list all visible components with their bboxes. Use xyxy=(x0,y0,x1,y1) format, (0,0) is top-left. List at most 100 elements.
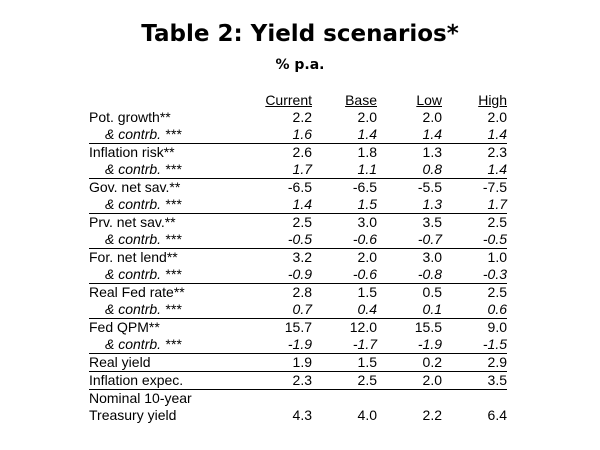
value-low: 3.5 xyxy=(422,214,442,230)
row-label: Gov. net sav.** xyxy=(89,179,181,195)
value-base: 2.5 xyxy=(357,372,377,388)
table-row-fed-qpm: Fed QPM** 15.7 12.0 15.5 9.0 xyxy=(89,319,507,336)
row-label: Real Fed rate** xyxy=(89,284,185,300)
value-current: 2.3 xyxy=(292,372,312,388)
value-current: 1.9 xyxy=(292,354,312,370)
value-high: 1.0 xyxy=(487,249,507,265)
table-row-real-fed-rate: Real Fed rate** 2.8 1.5 0.5 2.5 xyxy=(89,284,507,301)
column-header-low: Low xyxy=(416,92,442,108)
header-spacer xyxy=(89,92,247,109)
value-base: 2.0 xyxy=(357,109,377,125)
row-label: Inflation risk** xyxy=(89,144,175,160)
value-low: 2.0 xyxy=(422,109,442,125)
value-low: -0.8 xyxy=(417,266,442,282)
table-row-gov-net-sav: Gov. net sav.** -6.5 -6.5 -5.5 -7.5 xyxy=(89,179,507,196)
row-label: Pot. growth** xyxy=(89,109,171,125)
row-label: Prv. net sav.** xyxy=(89,214,176,230)
value-base: 1.5 xyxy=(357,284,377,300)
table-row-contrb: & contrb. *** 1.6 1.4 1.4 1.4 xyxy=(89,126,507,144)
value-low: -5.5 xyxy=(417,179,442,195)
row-label: Real yield xyxy=(89,354,151,370)
value-high: 2.0 xyxy=(487,109,507,125)
table-header-row: Current Base Low High xyxy=(89,92,507,109)
value-high: 9.0 xyxy=(487,319,507,335)
value-base: -6.5 xyxy=(352,179,377,195)
table-row-inflation-risk: Inflation risk** 2.6 1.8 1.3 2.3 xyxy=(89,144,507,161)
value-current: -0.9 xyxy=(287,266,312,282)
value-high: 1.7 xyxy=(487,196,507,212)
value-high: 6.4 xyxy=(487,407,507,423)
table-row-prv-net-sav: Prv. net sav.** 2.5 3.0 3.5 2.5 xyxy=(89,214,507,231)
value-low: 1.3 xyxy=(422,144,442,160)
value-current: 2.2 xyxy=(292,109,312,125)
table-row-contrb: & contrb. *** -0.5 -0.6 -0.7 -0.5 xyxy=(89,231,507,249)
value-current: 4.3 xyxy=(292,407,312,423)
value-base: 1.1 xyxy=(357,161,377,177)
value-current: 15.7 xyxy=(284,319,312,335)
value-high: 3.5 xyxy=(487,372,507,388)
value-current: 0.7 xyxy=(292,301,312,317)
value-current: 3.2 xyxy=(292,249,312,265)
value-current: -0.5 xyxy=(287,231,312,247)
row-label: Nominal 10-year Treasury yield xyxy=(89,390,192,423)
value-low: 3.0 xyxy=(422,249,442,265)
row-label: & contrb. *** xyxy=(105,266,182,282)
value-current: -6.5 xyxy=(287,179,312,195)
table-row-contrb: & contrb. *** 1.7 1.1 0.8 1.4 xyxy=(89,161,507,179)
table-row-for-net-lend: For. net lend** 3.2 2.0 3.0 1.0 xyxy=(89,249,507,266)
value-base: -0.6 xyxy=(352,266,377,282)
table-row-contrb: & contrb. *** -1.9 -1.7 -1.9 -1.5 xyxy=(89,336,507,354)
value-low: -0.7 xyxy=(417,231,442,247)
yield-scenarios-table: Current Base Low High Pot. growth** 2.2 … xyxy=(89,92,507,424)
value-current: 1.7 xyxy=(292,161,312,177)
row-label: & contrb. *** xyxy=(105,161,182,177)
value-high: 2.3 xyxy=(487,144,507,160)
value-base: 2.0 xyxy=(357,249,377,265)
table-row-inflation-expec: Inflation expec. 2.3 2.5 2.0 3.5 xyxy=(89,372,507,390)
value-low: 0.8 xyxy=(422,161,442,177)
table-row-contrb: & contrb. *** 0.7 0.4 0.1 0.6 xyxy=(89,301,507,319)
value-high: -0.3 xyxy=(482,266,507,282)
column-header-high: High xyxy=(478,92,507,108)
row-label: Fed QPM** xyxy=(89,319,160,335)
table-row-contrb: & contrb. *** -0.9 -0.6 -0.8 -0.3 xyxy=(89,266,507,284)
value-low: 2.0 xyxy=(422,372,442,388)
row-label: & contrb. *** xyxy=(105,301,182,317)
value-high: 0.6 xyxy=(487,301,507,317)
value-base: 3.0 xyxy=(357,214,377,230)
value-base: 1.5 xyxy=(357,354,377,370)
value-high: -1.5 xyxy=(482,336,507,352)
row-label: Inflation expec. xyxy=(89,372,184,388)
value-high: 2.9 xyxy=(487,354,507,370)
value-base: 1.5 xyxy=(357,196,377,212)
value-base: 0.4 xyxy=(357,301,377,317)
value-high: 2.5 xyxy=(487,284,507,300)
value-low: 0.2 xyxy=(422,354,442,370)
value-low: 2.2 xyxy=(422,407,442,423)
value-high: 2.5 xyxy=(487,214,507,230)
value-current: 1.6 xyxy=(292,126,312,142)
value-low: 0.1 xyxy=(422,301,442,317)
table-title: Table 2: Yield scenarios* xyxy=(141,21,459,47)
row-label: & contrb. *** xyxy=(105,231,182,247)
value-low: 1.3 xyxy=(422,196,442,212)
value-current: -1.9 xyxy=(287,336,312,352)
column-header-base: Base xyxy=(345,92,377,108)
value-high: -0.5 xyxy=(482,231,507,247)
value-low: 15.5 xyxy=(414,319,442,335)
value-low: -1.9 xyxy=(417,336,442,352)
value-base: 1.4 xyxy=(357,126,377,142)
value-base: 4.0 xyxy=(357,407,377,423)
table-row-contrb: & contrb. *** 1.4 1.5 1.3 1.7 xyxy=(89,196,507,214)
table-row-pot-growth: Pot. growth** 2.2 2.0 2.0 2.0 xyxy=(89,109,507,126)
value-current: 1.4 xyxy=(292,196,312,212)
value-low: 1.4 xyxy=(422,126,442,142)
table-subtitle: % p.a. xyxy=(275,57,325,73)
value-base: -1.7 xyxy=(352,336,377,352)
row-label: For. net lend** xyxy=(89,249,178,265)
value-base: 1.8 xyxy=(357,144,377,160)
table-row-nominal-10-year-treasury-yield: Nominal 10-year Treasury yield 4.3 4.0 2… xyxy=(89,390,507,424)
row-label: & contrb. *** xyxy=(105,196,182,212)
value-high: 1.4 xyxy=(487,161,507,177)
column-header-current: Current xyxy=(265,92,312,108)
